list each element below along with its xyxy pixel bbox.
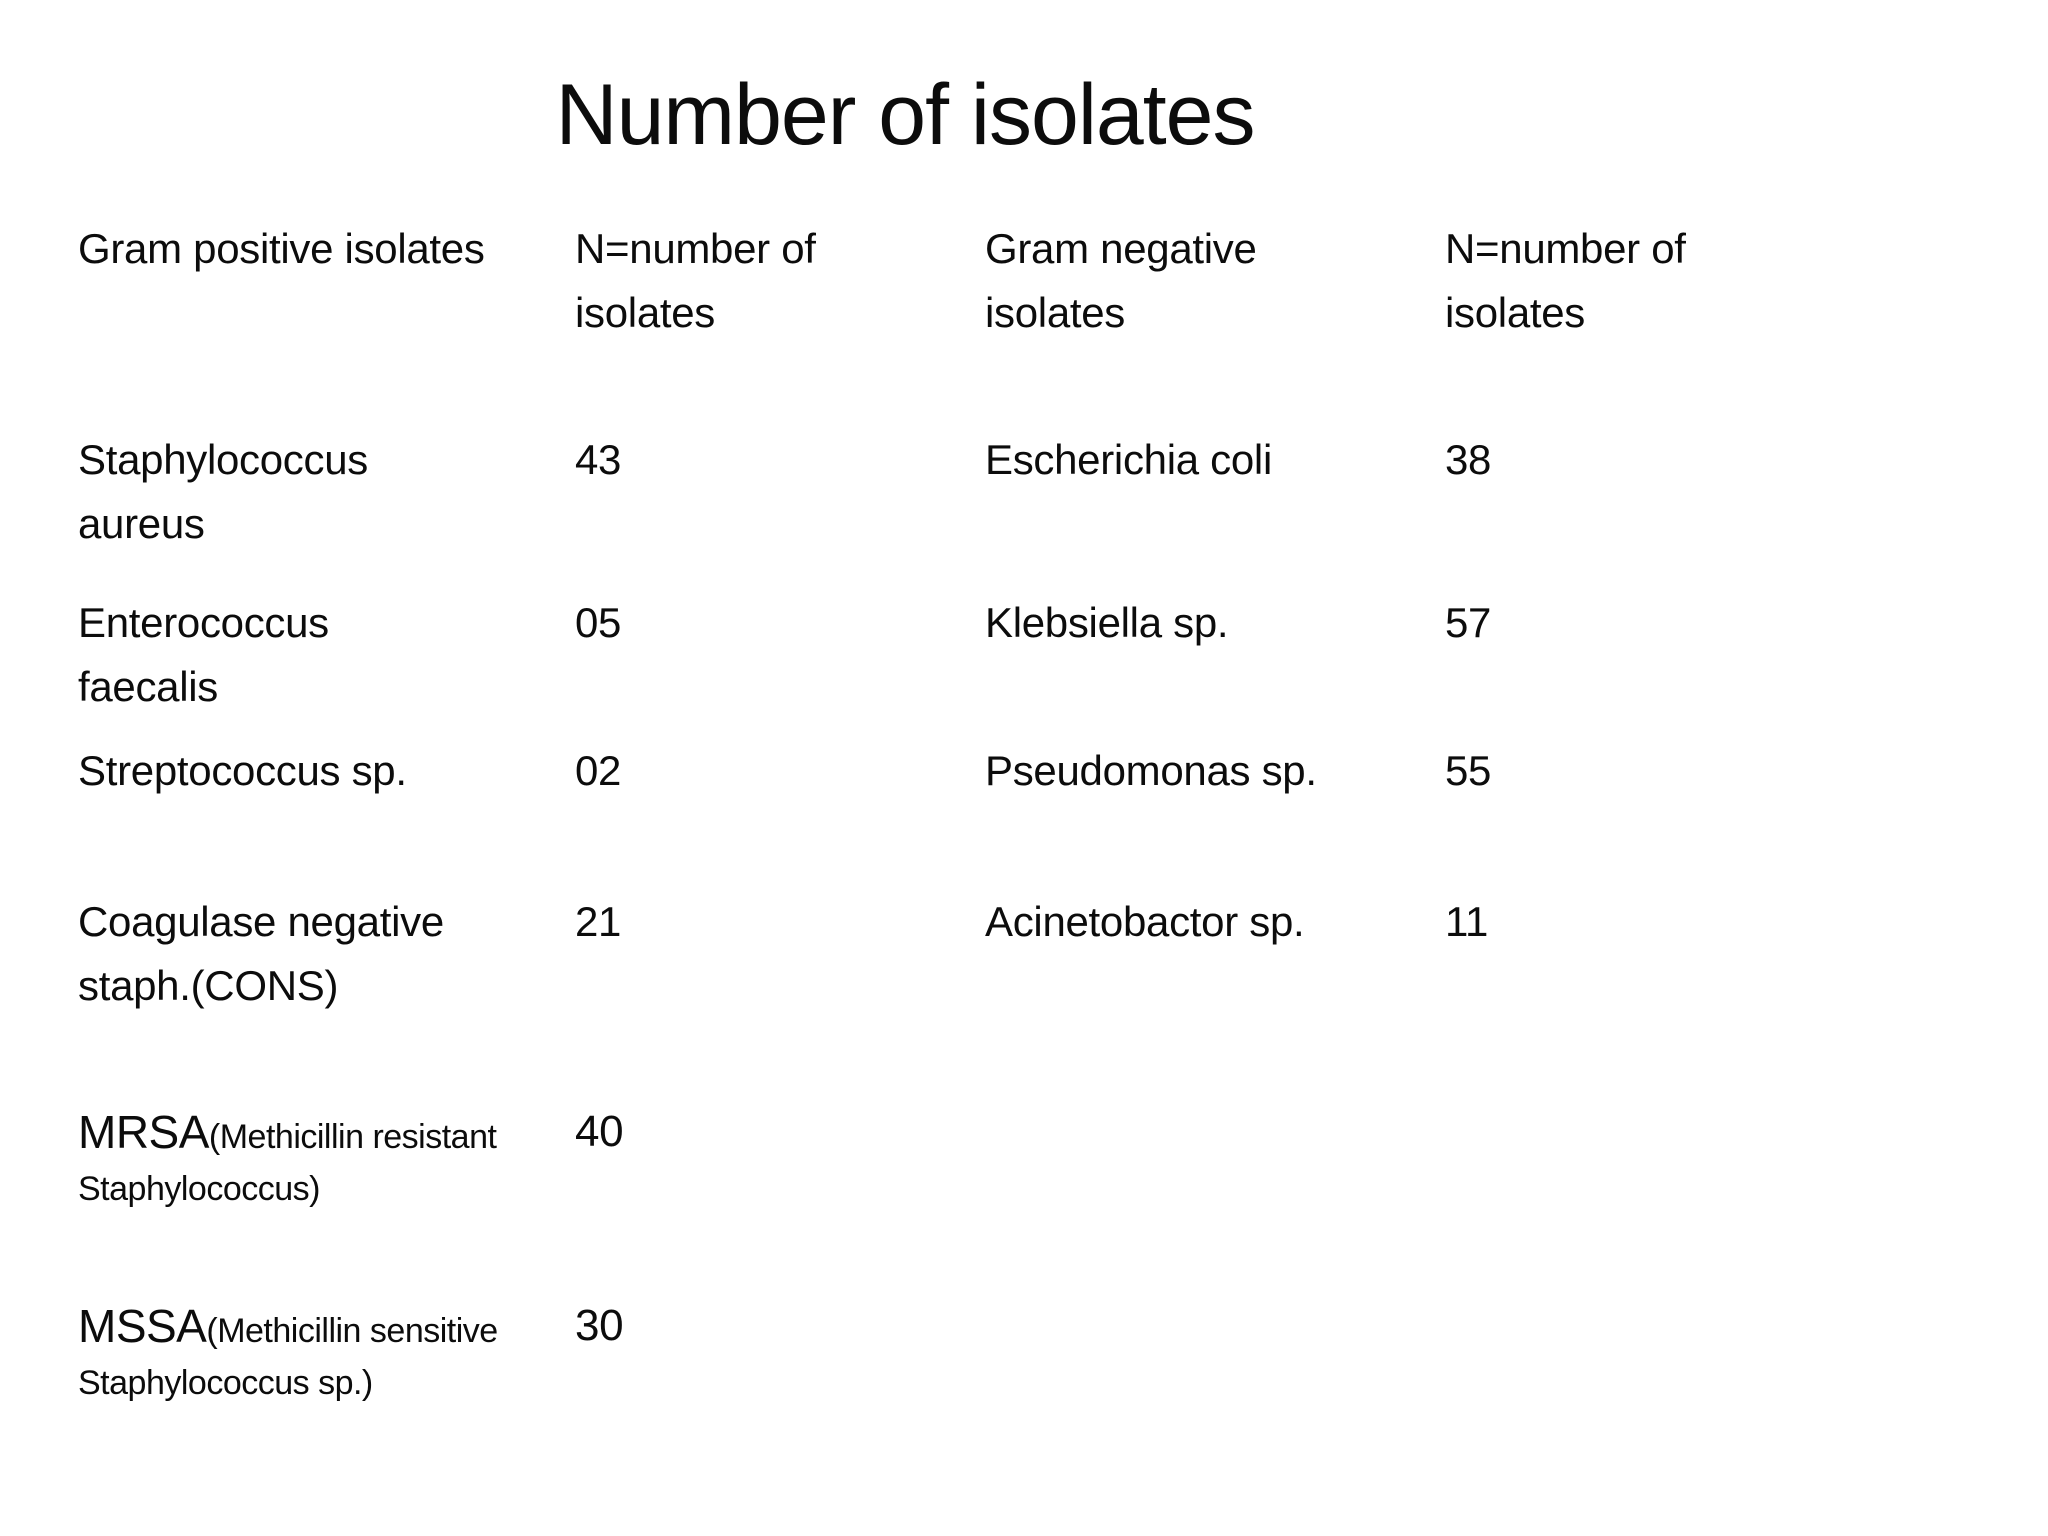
isolate-name: Streptococcus sp. bbox=[78, 747, 407, 794]
header-gn-number-of-isolates: N=number of isolates bbox=[1445, 225, 1686, 336]
isolate-full-name: (Methicillin resistant Staphylococcus) bbox=[78, 1118, 497, 1208]
isolate-count: 55 bbox=[1445, 747, 1492, 794]
isolate-name: MRSA(Methicillin resistant Staphylococcu… bbox=[78, 1106, 623, 1215]
isolate-acronym: MSSA bbox=[78, 1300, 207, 1352]
isolate-full-name: (Methicillin sensitive Staphylococcus sp… bbox=[78, 1312, 498, 1402]
isolate-name: Staphylococcus aureus bbox=[78, 436, 368, 547]
isolate-count: 21 bbox=[575, 898, 622, 945]
isolate-count: 38 bbox=[1445, 436, 1492, 483]
header-gp-number-of-isolates: N=number of isolates bbox=[575, 225, 816, 336]
isolate-name: Pseudomonas sp. bbox=[985, 747, 1317, 794]
isolate-count: 57 bbox=[1445, 599, 1492, 646]
page-title: Number of isolates bbox=[555, 67, 1256, 163]
isolate-name: Acinetobactor sp. bbox=[985, 898, 1305, 945]
isolate-name: Klebsiella sp. bbox=[985, 599, 1229, 646]
header-gram-positive-isolates: Gram positive isolates bbox=[78, 225, 485, 272]
header-gram-negative-isolates: Gram negative isolates bbox=[985, 225, 1257, 336]
isolate-count: 05 bbox=[575, 599, 622, 646]
isolate-name: Coagulase negative staph.(CONS) bbox=[78, 898, 444, 1009]
isolate-count: 30 bbox=[575, 1301, 624, 1350]
isolate-name: MSSA(Methicillin sensitive Staphylococcu… bbox=[78, 1300, 623, 1409]
isolate-count: 02 bbox=[575, 747, 622, 794]
isolate-count: 43 bbox=[575, 436, 622, 483]
isolate-count: 40 bbox=[575, 1107, 624, 1156]
isolate-count: 11 bbox=[1445, 898, 1488, 945]
isolate-acronym: MRSA bbox=[78, 1106, 209, 1158]
isolate-name: Enterococcus faecalis bbox=[78, 599, 329, 710]
isolate-name: Escherichia coli bbox=[985, 436, 1272, 483]
